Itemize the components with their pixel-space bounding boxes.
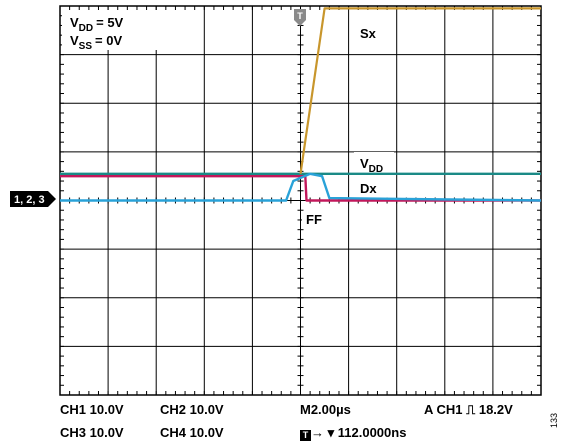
label-background (354, 180, 382, 198)
ch4-setting: CH4 10.0V (160, 425, 224, 440)
trigger-marker-icon: T (294, 9, 306, 26)
trigger-position-value: → ▾ 112.0000ns (311, 425, 407, 440)
timebase-setting: M2.00µs (300, 402, 351, 417)
dx-label: Dx (360, 181, 377, 196)
ground-marker: 1, 2, 3 (10, 191, 56, 207)
trace-sx (299, 7, 541, 174)
label-background (354, 24, 386, 42)
label-background (302, 211, 326, 228)
label-background (62, 10, 174, 50)
sx-label: Sx (360, 26, 377, 41)
ch2-setting: CH2 10.0V (160, 402, 224, 417)
vdd-trace-label: VDD (360, 156, 383, 175)
svg-text:T: T (297, 11, 303, 21)
ch3-setting: CH3 10.0V (60, 425, 124, 440)
trace-ff (60, 175, 541, 202)
ff-label: FF (306, 212, 322, 227)
figure-number: 133 (549, 412, 559, 428)
ch1-setting: CH1 10.0V (60, 402, 124, 417)
ground-marker-label: 1, 2, 3 (14, 194, 45, 206)
trace-dx (60, 172, 542, 202)
trigger-box-icon (300, 430, 311, 441)
traces (60, 7, 542, 202)
trigger-setting: A CH1 ⎍ 18.2V (424, 402, 513, 417)
trigger-position: → ▾ 112.0000ns (300, 425, 406, 441)
supply-vdd-label: VDD = 5V (70, 15, 124, 34)
supply-vss-label: VSS = 0V (70, 33, 122, 52)
oscilloscope-plot: T 1, 2, 3 VDD = 5V VSS = 0V Sx VDD Dx FF (10, 5, 542, 396)
label-background (354, 152, 394, 174)
